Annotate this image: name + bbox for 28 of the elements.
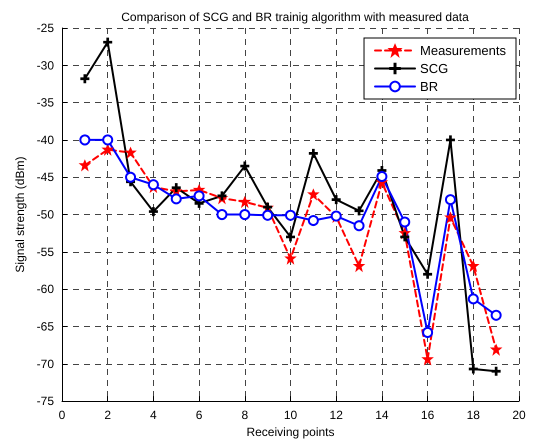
x-tick-label: 10 <box>284 408 298 422</box>
x-axis-title: Receiving points <box>246 425 335 439</box>
x-tick-label: 12 <box>330 408 344 422</box>
x-tick-label: 16 <box>420 408 435 422</box>
x-tick-label: 14 <box>375 408 389 422</box>
y-tick-label: -40 <box>36 132 54 147</box>
y-tick-label: -65 <box>36 319 54 334</box>
y-tick-label: -25 <box>36 21 54 35</box>
x-tick-label: 20 <box>512 408 526 422</box>
x-tick-label: 2 <box>104 408 112 422</box>
y-tick-label: -55 <box>36 244 54 259</box>
y-tick-label: -70 <box>36 356 54 371</box>
y-axis-title: Signal strength (dBm) <box>12 156 27 273</box>
y-tick-label: -60 <box>36 282 54 296</box>
y-tick-label: -30 <box>36 58 54 72</box>
y-tick-label: -35 <box>36 96 54 110</box>
x-tick-label: 6 <box>196 408 203 422</box>
legend-label: Measurements <box>420 43 506 58</box>
legend-label: SCG <box>420 61 448 76</box>
x-tick-label: 4 <box>150 408 158 422</box>
y-tick-label: -50 <box>36 208 54 222</box>
x-tick-label: 0 <box>58 408 66 422</box>
y-tick-label: -75 <box>36 394 54 408</box>
chart-title: Comparison of SCG and BR trainig algorithm with measured data <box>121 10 470 24</box>
x-tick-label: 8 <box>241 408 248 422</box>
y-tick-label: -45 <box>36 170 54 184</box>
x-tick-label: 18 <box>466 408 480 422</box>
legend-label: BR <box>420 79 438 94</box>
